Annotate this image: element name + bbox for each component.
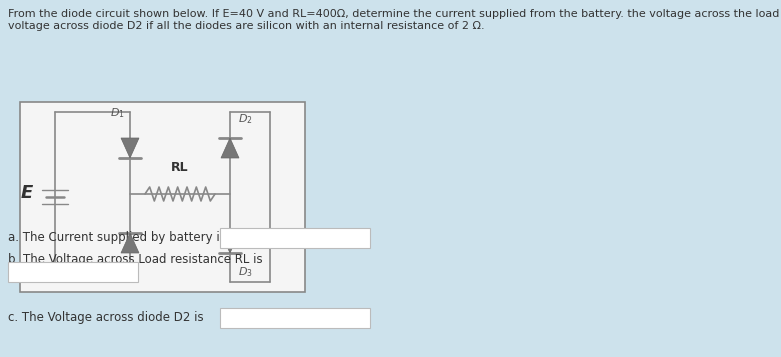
Text: $D_3$: $D_3$ [238, 265, 253, 279]
Polygon shape [121, 233, 139, 253]
Bar [8, 262, 138, 282]
Polygon shape [221, 138, 239, 158]
Polygon shape [121, 138, 139, 158]
Text: From the diode circuit shown below. If E=40 V and RL=400Ω, determine the current: From the diode circuit shown below. If E… [8, 9, 781, 19]
Text: E: E [21, 184, 33, 202]
Text: voltage across diode D2 if all the diodes are silicon with an internal resistanc: voltage across diode D2 if all the diode… [8, 21, 485, 31]
Bar [20, 102, 305, 292]
Bar [220, 308, 370, 328]
Text: $D_2$: $D_2$ [238, 112, 253, 126]
Text: RL: RL [171, 161, 189, 174]
Text: $D_1$: $D_1$ [110, 106, 125, 120]
Text: $D_4$: $D_4$ [110, 271, 125, 285]
Bar [220, 228, 370, 248]
Text: c. The Voltage across diode D2 is: c. The Voltage across diode D2 is [8, 312, 204, 325]
Polygon shape [221, 233, 239, 253]
Text: a. The Current supplied by battery is: a. The Current supplied by battery is [8, 231, 226, 245]
Text: b. The Voltage across Load resistance RL is: b. The Voltage across Load resistance RL… [8, 253, 262, 266]
